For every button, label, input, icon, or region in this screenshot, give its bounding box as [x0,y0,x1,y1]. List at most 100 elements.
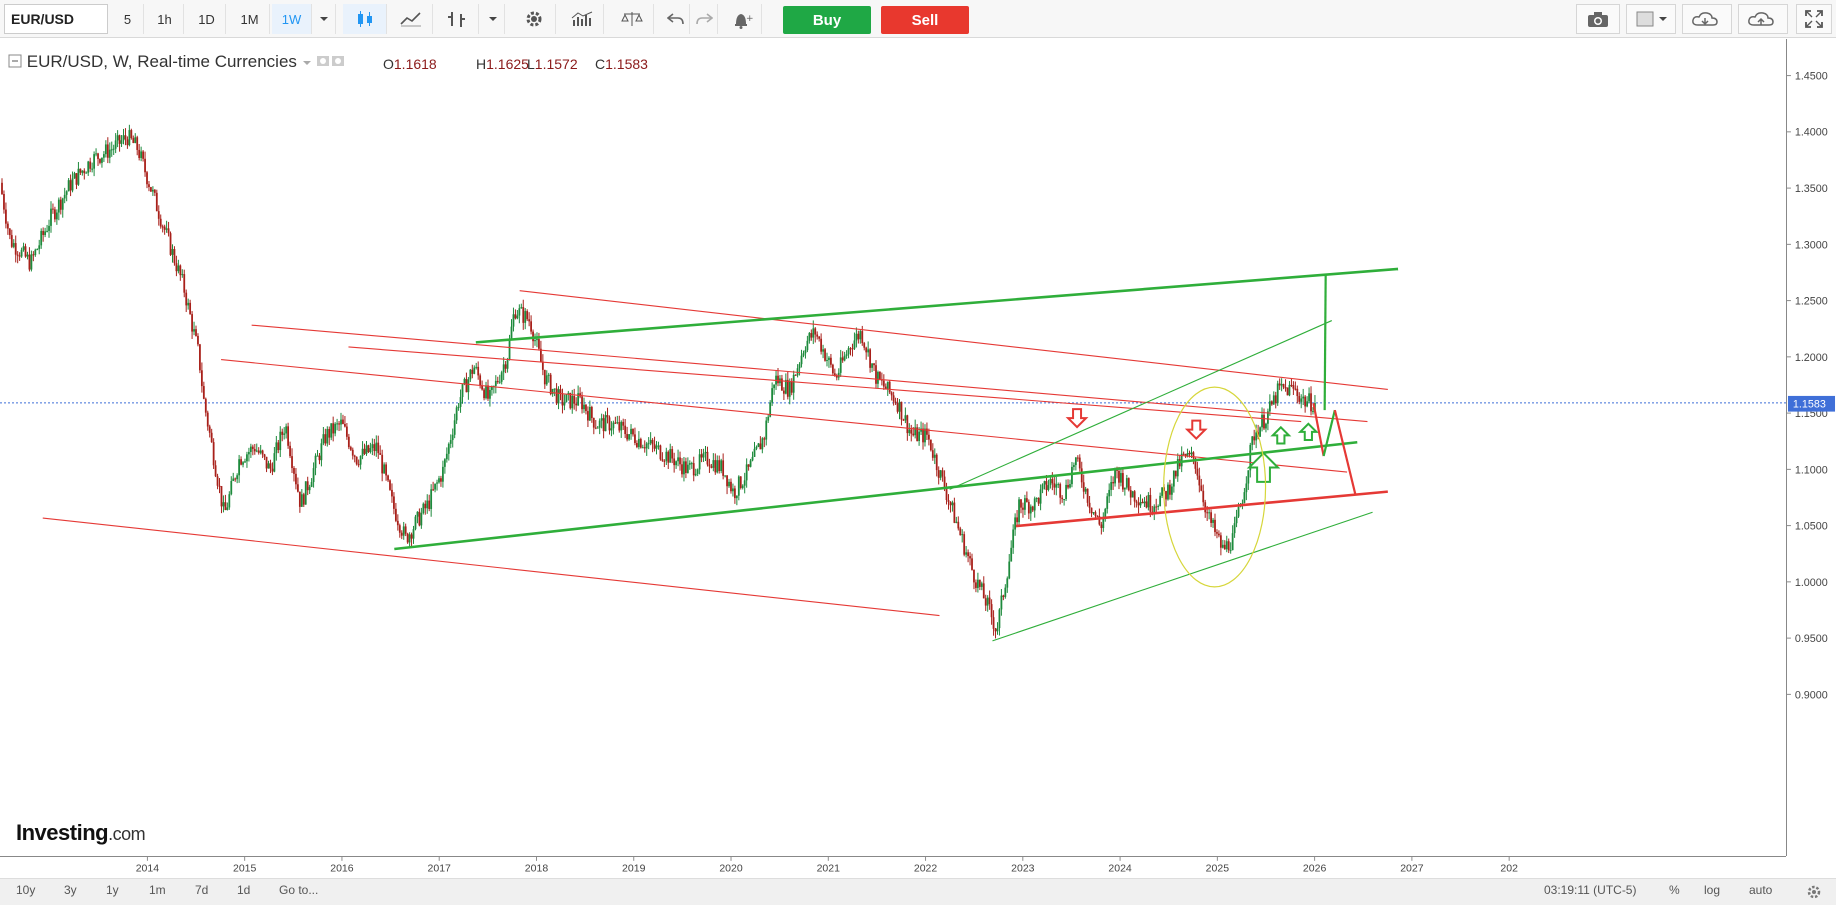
studies-button[interactable] [560,4,604,34]
candle-body [980,583,983,587]
candle-body [953,502,956,523]
candle-body [1247,470,1250,484]
candle-body [830,357,832,365]
trend-line-red [348,346,1302,423]
range-10y[interactable]: 10y [16,883,36,897]
alert-button[interactable]: + [722,4,762,34]
save-chart-button[interactable] [1738,4,1788,34]
auto-toggle[interactable]: auto [1749,883,1773,897]
price-axis[interactable]: 1.4500 1.4000 1.3500 1.3000 1.2500 1.2000 1.15… [1786,39,1836,856]
candle-body [688,463,691,465]
candle-body [671,449,674,459]
candle-body [1020,499,1022,508]
candle-body [1110,482,1113,490]
candle-body [26,254,29,257]
candle-body [283,433,286,435]
fullscreen-button[interactable] [1796,4,1832,34]
bars-button[interactable] [435,4,479,34]
range-7d[interactable]: 7d [195,883,209,897]
buy-button[interactable]: Buy [783,6,871,34]
candle-body [393,496,395,509]
candle-body [1259,427,1261,437]
snapshot-button[interactable] [1576,4,1620,34]
candle-body [896,403,899,412]
candle-body [767,416,770,421]
range-1y[interactable]: 1y [106,883,119,897]
candle-body [967,552,969,557]
settings-icon[interactable] [1806,884,1822,900]
candle-body [861,331,864,344]
candle-body [197,335,199,345]
time-tick-label: 2016 [330,862,354,874]
line-chart-button[interactable] [389,4,433,34]
percent-toggle[interactable]: % [1669,883,1680,897]
candle-body [1145,501,1148,508]
candle-body [641,447,644,449]
candle-body [959,528,962,536]
range-1m[interactable]: 1m [149,883,166,897]
candle-body [1061,497,1064,500]
interval-1h[interactable]: 1h [146,4,184,34]
compare-button[interactable] [610,4,654,34]
candle-body [408,534,411,543]
candle-body [324,434,327,444]
legend-title: EUR/USD, W, Real-time Currencies [26,52,297,71]
candle-body [1082,482,1085,492]
candle-body [255,450,258,452]
settings-button[interactable] [512,4,556,34]
interval-dropdown[interactable] [312,4,336,34]
goto-button[interactable]: Go to... [279,883,319,897]
candle-body [467,379,470,393]
candle-body [1188,453,1191,455]
chart-type-dropdown[interactable] [481,4,505,34]
chart-plot-area[interactable] [0,39,1786,856]
time-axis[interactable]: 2014 2015 2016 2017 2018 2019 2020 2021 2022 2023… [0,856,1786,878]
candle-body [479,375,482,386]
candle-body [287,426,290,446]
candle-body [1006,578,1009,588]
candle-body [1302,396,1305,399]
candle-body [796,368,799,376]
redo-button[interactable] [690,4,718,34]
candle-body [665,451,668,461]
color-picker-button[interactable] [1626,4,1676,34]
interval-1w[interactable]: 1W [272,4,312,34]
line-chart-icon [399,12,421,27]
undo-button[interactable] [662,4,690,34]
candle-body [653,444,656,449]
alert-icon: + [734,14,753,29]
candle-body [706,451,709,465]
candle-body [798,364,801,369]
visibility-icons[interactable] [316,54,346,68]
candle-body [949,501,952,506]
candle-body [743,480,746,486]
candles-button[interactable] [343,4,387,34]
range-1d[interactable]: 1d [237,883,251,897]
candle-body [1094,512,1097,516]
candle-body [553,388,556,390]
candle-body [700,454,703,458]
symbol-input[interactable]: EUR/USD [4,4,108,34]
chevron-down-icon[interactable] [302,59,312,67]
sell-button[interactable]: Sell [881,6,969,34]
interval-1m[interactable]: 1M [230,4,270,34]
candle-body [994,628,997,632]
candle-body [204,398,207,413]
candle-body [496,380,499,383]
interval-5[interactable]: 5 [112,4,144,34]
settings-icon [526,11,541,27]
candle-body [383,464,386,474]
interval-1d[interactable]: 1D [188,4,226,34]
candle-body [598,420,601,428]
log-toggle[interactable]: log [1704,883,1721,897]
candle-body [516,315,519,319]
collapse-legend-icon[interactable] [8,54,22,68]
candle-body [534,340,536,342]
candle-body [134,137,137,143]
load-chart-button[interactable] [1682,4,1732,34]
candle-body [614,422,617,424]
candle-body [892,395,895,402]
candle-body [894,401,897,404]
candle-body [428,500,431,509]
range-3y[interactable]: 3y [64,883,77,897]
